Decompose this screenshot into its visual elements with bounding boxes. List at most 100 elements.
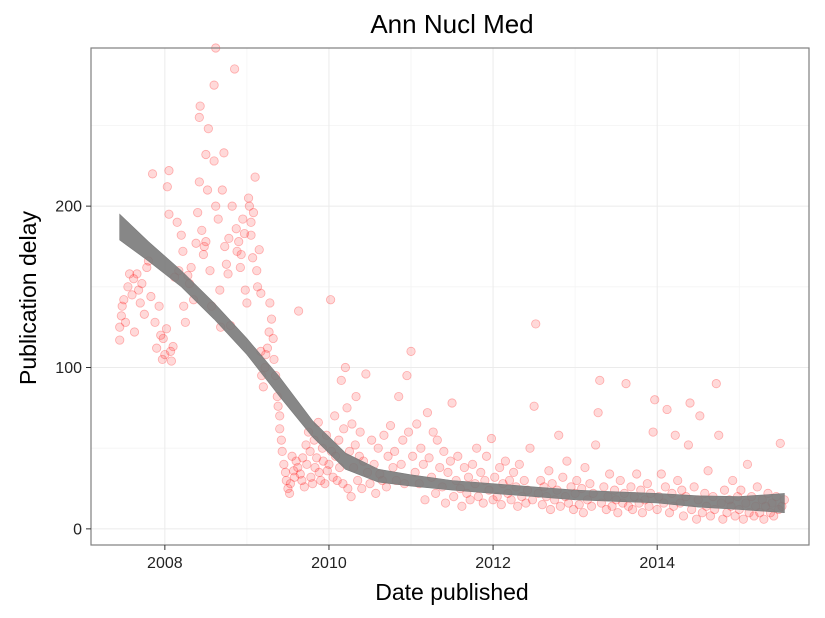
scatter-point <box>201 237 211 247</box>
scatter-point <box>695 411 705 421</box>
scatter-point <box>644 501 654 511</box>
scatter-point <box>283 483 293 494</box>
scatter-point <box>371 488 381 498</box>
scatter-point <box>318 456 328 466</box>
scatter-point <box>262 343 273 353</box>
scatter-point <box>147 169 158 179</box>
scatter-point <box>268 333 278 344</box>
scatter-point <box>279 459 289 469</box>
scatter-point <box>269 354 279 365</box>
scatter-point <box>293 462 303 473</box>
x-tick-label: 2010 <box>311 555 347 572</box>
scatter-point <box>160 349 170 360</box>
scatter-point <box>361 369 371 379</box>
plot-panel <box>90 47 810 546</box>
scatter-point <box>146 291 156 302</box>
scatter-point <box>312 453 322 463</box>
scatter-point <box>593 408 603 418</box>
scatter-point <box>176 230 186 240</box>
scatter-point <box>537 500 547 510</box>
scatter-point <box>585 479 595 489</box>
scatter-point <box>301 440 311 450</box>
scatter-point <box>199 241 209 252</box>
scatter-point <box>677 485 687 495</box>
scatter-point <box>266 314 277 324</box>
scatter-point <box>416 443 426 453</box>
y-axis-title: Publication delay <box>15 211 41 385</box>
scatter-point <box>123 282 133 292</box>
scatter-point <box>316 475 326 486</box>
scatter-point <box>139 309 149 319</box>
scatter-point <box>306 472 316 482</box>
scatter-point <box>330 411 340 421</box>
scatter-point <box>719 485 730 495</box>
scatter-point <box>180 317 190 327</box>
scatter-point <box>166 356 177 366</box>
scatter-point <box>424 453 434 463</box>
scatter-point <box>545 504 556 515</box>
scatter-point <box>244 201 254 211</box>
scatter-point <box>472 443 482 453</box>
scatter-point <box>652 504 662 515</box>
scatter-point <box>428 427 438 437</box>
scatter-point <box>656 469 666 479</box>
scatter-point <box>297 475 307 486</box>
scatter-point <box>678 511 689 521</box>
scatter-point <box>289 472 300 482</box>
scatter-point <box>275 424 285 434</box>
scatter-point <box>718 514 728 524</box>
scatter-point <box>240 285 250 295</box>
scatter-point <box>239 228 250 239</box>
scatter-point <box>367 435 377 445</box>
scatter-point <box>168 341 178 352</box>
smooth-band <box>119 213 785 514</box>
scatter-point <box>481 451 492 461</box>
scatter-point <box>350 440 360 450</box>
scatter-point <box>291 456 301 466</box>
scatter-point <box>615 475 625 486</box>
scatter-point <box>637 508 648 518</box>
scatter-point <box>124 269 135 279</box>
scatter-point <box>326 295 336 305</box>
scatter-point <box>248 207 259 218</box>
scatter-point <box>390 446 400 457</box>
scatter-point <box>178 246 188 256</box>
scatter-point <box>495 462 505 473</box>
scatter-point <box>396 459 406 469</box>
scatter-point <box>289 466 299 476</box>
scatter-point <box>217 185 227 195</box>
scatter-point <box>209 80 219 90</box>
scatter-point <box>431 488 441 498</box>
scatter-point <box>224 233 234 244</box>
y-tick-label: 0 <box>73 521 82 538</box>
scatter-point <box>258 382 268 392</box>
scatter-point <box>558 472 568 482</box>
scatter-point <box>193 207 203 218</box>
scatter-point <box>457 501 467 511</box>
scatter-point <box>357 483 367 494</box>
scatter-point <box>332 475 342 486</box>
scatter-point <box>689 482 699 492</box>
scatter-point <box>213 214 223 224</box>
chart-title: Ann Nucl Med <box>370 9 533 39</box>
scatter-point <box>133 285 144 295</box>
scatter-point <box>158 333 168 344</box>
scatter-point <box>408 451 418 461</box>
scatter-point <box>211 201 221 211</box>
scatter-point <box>246 230 256 240</box>
scatter-point <box>227 201 237 211</box>
scatter-point <box>749 511 759 521</box>
scatter-point <box>418 459 428 469</box>
scatter-point <box>336 375 346 386</box>
scatter-point <box>508 467 519 477</box>
scatter-point <box>759 514 769 524</box>
scatter-point <box>256 288 266 298</box>
scatter-point <box>394 391 404 402</box>
scatter-point <box>525 443 535 453</box>
scatter-point <box>135 298 145 308</box>
scatter-point <box>385 420 396 431</box>
scatter-point <box>572 475 582 486</box>
scatter-point <box>194 177 204 187</box>
scatter-point <box>420 495 430 505</box>
